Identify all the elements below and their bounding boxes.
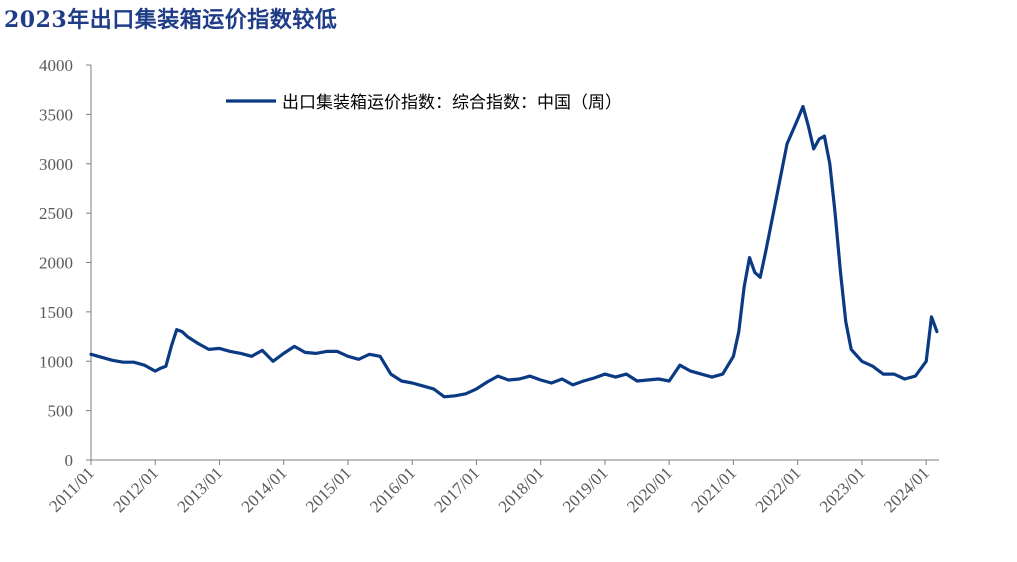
- x-tick-label: 2013/01: [173, 463, 226, 516]
- x-tick-label: 2017/01: [430, 463, 483, 516]
- y-tick-label: 4000: [39, 56, 73, 75]
- y-tick-label: 500: [48, 402, 74, 421]
- y-tick-labels: 0 500 1000 1500 2000 2500 3000 3500 4000: [39, 56, 73, 470]
- series-lines: [89, 104, 939, 399]
- y-tick-label: 3000: [39, 155, 73, 174]
- x-tick-label: 2024/01: [880, 463, 933, 516]
- y-tick-label: 1000: [39, 352, 73, 371]
- legend: 出口集装箱运价指数：综合指数：中国（周）: [226, 93, 622, 113]
- series-line: [89, 104, 939, 399]
- chart-title: 2023年出口集装箱运价指数较低: [4, 7, 338, 33]
- x-tick-label: 2023/01: [816, 463, 869, 516]
- x-tick-label: 2018/01: [495, 463, 548, 516]
- y-tick-label: 2000: [39, 254, 73, 273]
- x-tick-label: 2022/01: [752, 463, 805, 516]
- y-tick-label: 0: [65, 451, 74, 470]
- x-tick-label: 2019/01: [559, 463, 612, 516]
- x-tick-labels: 2011/01 2012/01 2013/01 2014/01 2015/01 2016/…: [45, 463, 933, 516]
- y-tick-label: 3500: [39, 105, 73, 124]
- axes: [86, 64, 939, 465]
- y-tick-label: 1500: [39, 303, 73, 322]
- x-tick-label: 2012/01: [109, 463, 162, 516]
- x-tick-label: 2020/01: [623, 463, 676, 516]
- x-tick-label: 2015/01: [302, 463, 355, 516]
- x-tick-label: 2011/01: [45, 463, 97, 515]
- x-tick-label: 2016/01: [366, 463, 419, 516]
- y-tick-label: 2500: [39, 204, 73, 223]
- x-tick-label: 2021/01: [687, 463, 740, 516]
- x-tick-label: 2014/01: [238, 463, 291, 516]
- legend-label: 出口集装箱运价指数：综合指数：中国（周）: [282, 93, 622, 113]
